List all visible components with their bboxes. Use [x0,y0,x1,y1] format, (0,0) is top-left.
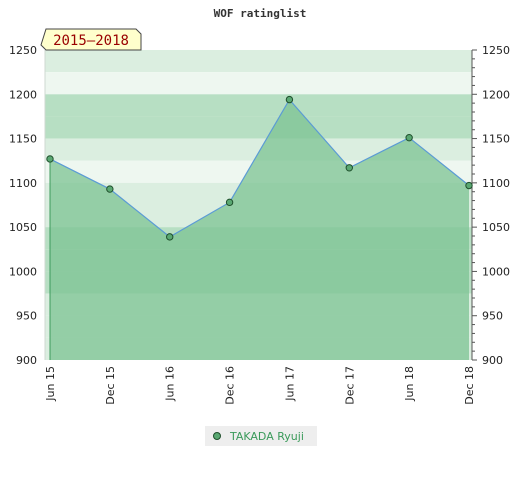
series-area-fill [50,99,469,360]
y-tick-label-left: 1200 [9,88,37,101]
data-markers [46,95,473,241]
y-tick-label-left: 1150 [9,133,37,146]
period-badge: 2015–2018 [40,28,142,51]
x-tick-label: Jun 15 [44,366,57,402]
y-tick-label-left: 1050 [9,221,37,234]
y-tick-label-right: 1150 [482,133,510,146]
grid-band [45,94,472,117]
y-tick-label-left: 950 [16,310,37,323]
y-tick-label-left: 1250 [9,44,37,57]
x-tick-label: Jun 16 [164,366,177,402]
x-tick-label: Dec 17 [343,366,356,405]
data-point [166,233,174,241]
data-point [345,164,353,172]
y-tick-label-right: 900 [482,354,503,367]
data-point [465,181,473,190]
series-line [49,98,470,238]
x-tick-label: Dec 15 [104,366,117,405]
area-series [49,98,470,360]
x-tick-label: Dec 16 [224,366,237,405]
legend-marker-icon [213,432,221,440]
y-tick-label-right: 1250 [482,44,510,57]
legend[interactable]: TAKADA Ryuji [205,426,317,446]
y-tick-label-right: 950 [482,310,503,323]
data-point [46,155,54,163]
x-tick-label: Dec 18 [463,366,476,405]
period-badge-label: 2015–2018 [53,33,129,49]
data-point [405,133,413,142]
data-point [285,95,294,104]
y-tick-label-right: 1050 [482,221,510,234]
y-tick-label-right: 1200 [482,88,510,101]
y-tick-label-left: 900 [16,354,37,367]
legend-label: TAKADA Ryuji [230,429,304,443]
x-tick-label: Jun 18 [403,366,416,402]
y-tick-label-left: 1000 [9,265,37,278]
y-tick-label-right: 1000 [482,265,510,278]
period-badge-shape [40,28,142,51]
grid-band [45,50,472,73]
y-tick-label-left: 1100 [9,177,37,190]
y-tick-label-right: 1100 [482,177,510,190]
grid-band [45,138,472,161]
data-point [225,198,234,207]
axes: 900 900 950 950 1000 1000 1050 1050 1100 1100 1150… [9,44,510,405]
chart-title: WOF ratinglist [214,7,307,20]
data-point [106,185,114,193]
grid-band [45,116,472,139]
x-tick-label: Jun 17 [283,366,296,402]
grid-band [45,72,472,95]
